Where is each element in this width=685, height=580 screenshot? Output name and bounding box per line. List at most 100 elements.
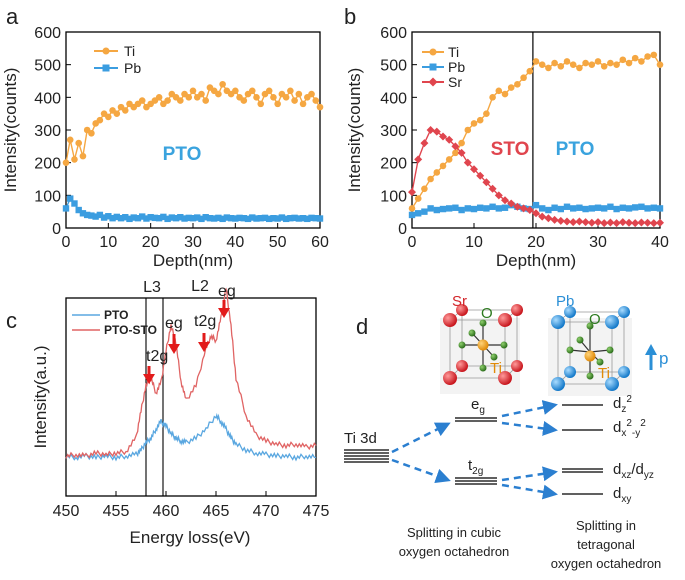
point-ti	[520, 74, 527, 82]
ti-label-left: Ti	[490, 360, 502, 377]
point-sr	[550, 215, 559, 224]
dxz-dyz-level	[562, 468, 603, 473]
point-pb	[219, 215, 226, 223]
point-ti	[287, 87, 294, 95]
point-ti	[295, 90, 303, 98]
legend-pb-label: Pb	[448, 59, 465, 75]
point-ti	[563, 58, 571, 65]
point-ti	[299, 100, 307, 108]
point-pb	[181, 215, 188, 222]
panel-a-legend: Ti Pb	[94, 43, 141, 76]
y-tick-label: 0	[398, 221, 407, 238]
point-pb	[122, 214, 129, 221]
point-ti	[164, 97, 171, 104]
point-ti	[257, 100, 265, 108]
legend-ti-label: Ti	[124, 43, 135, 59]
point-pb	[185, 214, 192, 222]
x-tick-label: 20	[527, 234, 545, 251]
point-pb	[266, 215, 273, 223]
point-pb	[291, 214, 298, 222]
polarization-label: p	[659, 349, 668, 368]
peak-arrows	[143, 300, 230, 384]
edge-l3-label: L3	[143, 279, 161, 296]
point-pb	[644, 205, 651, 212]
point-pb	[632, 204, 639, 211]
point-ti	[631, 54, 639, 62]
sr-label: Sr	[452, 293, 467, 310]
point-pb	[202, 214, 209, 221]
point-pb	[126, 215, 133, 223]
point-ti	[532, 58, 540, 65]
panel-c-y-axis-label: Intensity(a.u.)	[31, 346, 50, 449]
point-pb	[638, 203, 645, 210]
point-sr	[426, 126, 435, 134]
point-pb	[249, 214, 256, 221]
point-pb	[557, 205, 564, 213]
point-ti	[445, 156, 453, 163]
point-pb	[421, 208, 428, 215]
point-ti	[219, 80, 226, 88]
spectrum-pto-sto	[65, 287, 317, 459]
point-ti	[240, 97, 248, 104]
panel-c-legend: PTO PTO-STO	[72, 308, 157, 337]
point-pb	[408, 211, 416, 219]
point-ti	[282, 94, 290, 101]
point-ti	[189, 87, 197, 95]
peak-eg-l3-label: eg	[165, 315, 183, 332]
ti-atom	[477, 339, 489, 351]
point-sr	[482, 178, 491, 187]
x-tick-label: 40	[226, 234, 244, 251]
point-sr	[612, 219, 621, 228]
point-ti	[470, 120, 478, 127]
point-pb	[532, 201, 540, 209]
point-pb	[299, 215, 307, 222]
point-pb	[274, 215, 281, 222]
point-sr	[556, 216, 565, 225]
arrow-eg-l2	[218, 300, 230, 318]
point-ti	[79, 152, 87, 160]
point-pb	[113, 213, 120, 221]
point-pb	[143, 215, 150, 222]
legend-pto-sto-label: PTO-STO	[104, 323, 157, 337]
point-pb	[495, 205, 502, 212]
point-pb	[253, 215, 260, 222]
point-sr	[625, 218, 633, 227]
panel-b-label: b	[344, 4, 356, 29]
point-sr	[420, 139, 429, 148]
point-ti	[62, 159, 70, 166]
point-ti	[185, 94, 193, 101]
point-ti	[538, 61, 546, 68]
point-ti	[248, 87, 256, 95]
arrow-t2g-l2	[198, 333, 210, 352]
point-pb	[656, 205, 664, 212]
point-sr	[587, 218, 596, 227]
point-ti	[495, 87, 503, 95]
t2g-label: t2g	[468, 457, 483, 477]
x-tick-label: 10	[465, 234, 483, 251]
point-sr	[569, 218, 578, 227]
point-sr	[618, 218, 627, 227]
point-pb	[452, 204, 459, 211]
point-sr	[476, 171, 485, 180]
point-pb	[278, 214, 286, 221]
panel-a-x-axis-label: Depth(nm)	[153, 251, 233, 270]
point-ti	[464, 126, 472, 134]
point-ti	[607, 59, 614, 67]
point-ti	[308, 90, 315, 98]
ti-3d-label: Ti 3d	[344, 430, 377, 447]
caption-cubic-line2: oxygen octahedron	[399, 544, 510, 559]
peak-t2g-l2-label: t2g	[194, 313, 216, 330]
point-sr	[606, 218, 615, 227]
panel-c-data	[65, 287, 317, 462]
polarization-arrow	[645, 344, 657, 370]
point-sr	[463, 158, 472, 167]
x-tick-label: 470	[253, 503, 280, 520]
point-sr	[488, 184, 497, 193]
point-pb	[189, 215, 197, 222]
point-ti	[427, 175, 434, 183]
point-ti	[312, 97, 320, 104]
panel-a-pto-label: PTO	[163, 144, 202, 165]
point-pb	[172, 215, 180, 222]
point-pb	[147, 214, 154, 221]
point-ti	[483, 110, 490, 117]
